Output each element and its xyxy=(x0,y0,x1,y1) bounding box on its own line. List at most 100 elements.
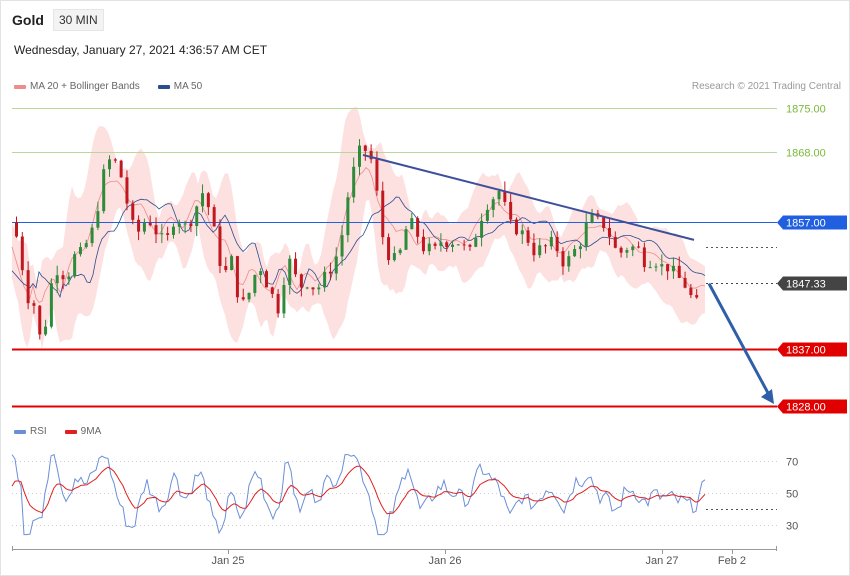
candle-body xyxy=(497,191,501,200)
candle-body xyxy=(15,222,18,237)
candle-body xyxy=(113,159,117,161)
candle-body xyxy=(334,256,338,274)
candle-body xyxy=(648,267,652,269)
rsi-legend: RSI 9MA xyxy=(14,426,101,437)
candle-body xyxy=(514,219,518,235)
level-label-last-price: 1847.33 xyxy=(786,279,826,291)
candle-body xyxy=(433,243,437,246)
bollinger-band-fill xyxy=(12,107,705,349)
candle-body xyxy=(270,287,274,294)
candle-body xyxy=(509,201,513,220)
candle-body xyxy=(166,233,170,235)
rsi-tick-label: 30 xyxy=(786,521,798,533)
candle-body xyxy=(32,303,36,306)
ma20-swatch xyxy=(14,84,26,89)
candle-body xyxy=(183,223,187,225)
level-tag-last-price xyxy=(777,276,847,291)
candle-body xyxy=(299,274,303,288)
x-tick-label: Jan 26 xyxy=(428,555,461,567)
candle-body xyxy=(451,244,455,247)
candle-body xyxy=(410,218,414,230)
candle-body xyxy=(253,275,257,293)
candle-body xyxy=(439,242,443,246)
instrument-title: Gold xyxy=(12,12,44,28)
timeframe-selector[interactable]: 30 MIN xyxy=(53,9,104,31)
candle-body xyxy=(590,213,594,223)
candle-body xyxy=(387,237,391,261)
forecast-arrow-shaft xyxy=(707,282,770,394)
candle-body xyxy=(259,271,263,276)
candle-body xyxy=(637,246,641,248)
candle-body xyxy=(363,145,367,151)
resistance-trendline xyxy=(362,153,695,241)
ma50-swatch xyxy=(157,84,170,89)
candle-body xyxy=(578,246,582,250)
candle-body xyxy=(96,211,100,228)
price-levels: 1875.00 1868.00 1857.00 1847.33 1837.00 1828.… xyxy=(12,104,847,414)
candle-body xyxy=(282,285,286,314)
credit-text: Research © 2021 Trading Central xyxy=(691,81,841,92)
candle-body xyxy=(90,227,94,244)
candle-body xyxy=(131,203,135,220)
rsi-tick-label: 50 xyxy=(786,489,798,501)
candle-body xyxy=(346,197,350,236)
candle-body xyxy=(526,230,530,243)
candle-body xyxy=(247,292,251,300)
candle-body xyxy=(212,207,216,227)
bollinger-band xyxy=(11,107,706,349)
candle-body xyxy=(631,246,635,251)
candle-body xyxy=(404,229,408,250)
candle-body xyxy=(689,287,693,296)
rsi-line xyxy=(11,453,706,536)
candle-body xyxy=(613,236,617,248)
candle-body xyxy=(206,193,210,208)
candle-body xyxy=(230,256,234,271)
candle-body xyxy=(398,249,402,254)
candle-body xyxy=(61,275,65,280)
candle-body xyxy=(38,305,42,335)
candle-body xyxy=(328,271,332,274)
candle-body xyxy=(381,190,385,238)
candle-body xyxy=(241,297,245,300)
candle-body xyxy=(369,150,373,160)
candle-body xyxy=(666,264,670,272)
level-label-resistance-far: 1875.00 xyxy=(786,104,826,116)
candle-body xyxy=(102,169,106,212)
candle-body xyxy=(224,265,228,271)
ma50-line xyxy=(11,196,706,299)
level-tag-support xyxy=(777,342,847,357)
level-tag-pivot xyxy=(777,215,847,230)
ma9-legend-label: 9MA xyxy=(80,426,102,437)
candle-body xyxy=(520,230,524,235)
candle-body xyxy=(160,233,164,235)
candle-body xyxy=(642,247,646,268)
candle-body xyxy=(154,225,158,235)
candle-body xyxy=(264,271,268,288)
candle-body xyxy=(44,326,48,335)
candle-body xyxy=(456,244,460,246)
candle-body xyxy=(584,222,588,247)
candle-body xyxy=(619,247,623,253)
candle-body xyxy=(352,166,356,198)
price-legend: MA 20 + Bollinger Bands MA 50 xyxy=(14,81,202,92)
candle-body xyxy=(538,245,542,256)
ma9-swatch xyxy=(64,429,77,434)
candle-body xyxy=(654,266,658,268)
candle-body xyxy=(189,223,193,227)
rsi-ma9-line xyxy=(11,465,706,515)
candle-body xyxy=(375,159,379,191)
candle-body xyxy=(108,159,112,170)
candle-body xyxy=(561,251,565,267)
candle-body xyxy=(607,227,611,237)
candle-body xyxy=(445,242,449,247)
candle-body xyxy=(532,242,536,256)
candle-body xyxy=(177,223,181,227)
candle-body xyxy=(78,247,82,255)
candle-body xyxy=(276,293,280,314)
candle-body xyxy=(549,236,553,247)
candle-body xyxy=(148,223,152,226)
candle-body xyxy=(573,249,577,257)
level-label-pivot: 1857.00 xyxy=(786,218,826,230)
candle-body xyxy=(468,244,472,247)
